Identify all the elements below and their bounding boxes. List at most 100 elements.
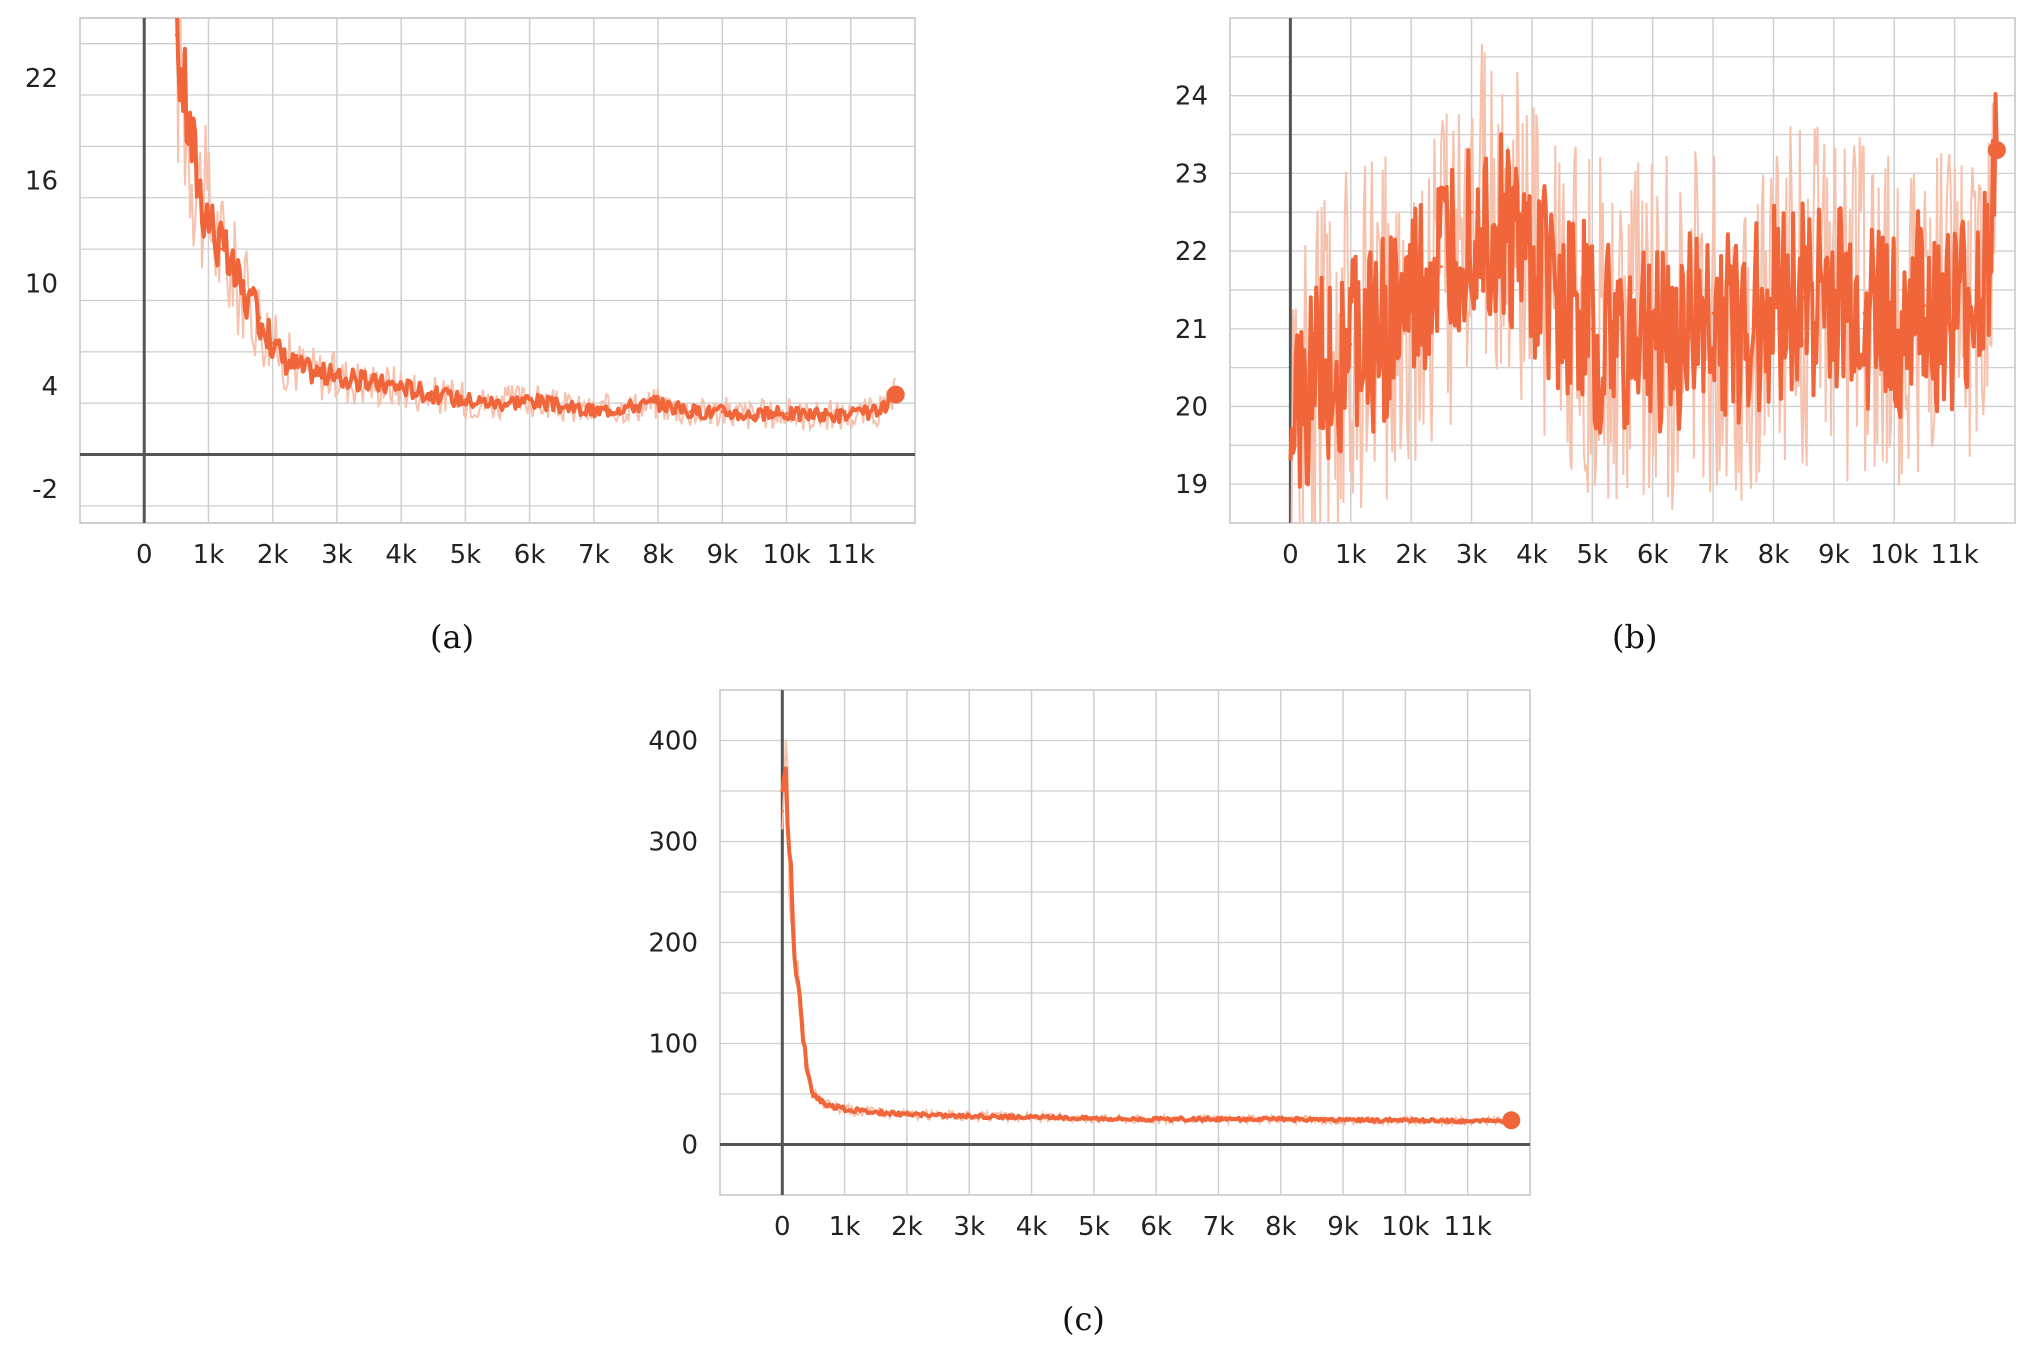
data-point-c-21 [1403,1118,1407,1122]
data-point-c-7 [811,1092,815,1096]
data-point-a-3 [194,162,198,166]
data-point-b-0 [1288,443,1292,447]
data-point-a-11 [271,341,275,345]
data-point-a-9 [245,298,249,302]
x-tick-label-b-9: 9k [1818,540,1850,570]
data-point-a-22 [592,410,596,414]
data-point-b-8 [1530,265,1534,269]
smoothed-series-a [175,18,898,424]
data-point-c-1 [783,769,787,773]
caption-c: (c) [1062,1300,1105,1338]
x-tick-label-a-11: 11k [827,540,875,570]
x-tick-label-a-0: 0 [136,540,153,570]
data-point-b-15 [1741,327,1745,331]
x-tick-label-b-8: 8k [1758,540,1790,570]
y-tick-label-b-3: 22 [1175,237,1208,267]
caption-a: (a) [430,618,475,656]
x-tick-label-c-11: 11k [1444,1212,1492,1242]
x-tick-label-b-1: 1k [1335,540,1367,570]
data-point-b-4 [1409,303,1413,307]
x-tick-label-a-2: 2k [257,540,289,570]
data-point-a-5 [206,213,210,217]
data-point-c-2 [787,840,791,843]
data-point-a-17 [431,393,435,397]
y-tick-label-b-0: 19 [1175,470,1208,500]
data-point-a-8 [232,273,236,277]
data-point-b-3 [1379,327,1383,331]
data-point-b-22 [1953,327,1957,331]
data-point-c-9 [824,1102,828,1106]
data-point-c-11 [843,1107,847,1111]
end-marker-a [886,385,905,404]
data-point-c-13 [905,1112,909,1116]
x-tick-label-c-7: 7k [1203,1212,1235,1242]
data-point-c-3 [790,890,794,894]
y-tick-label-c-4: 400 [648,727,698,757]
data-point-a-18 [463,398,467,402]
data-point-c-19 [1279,1117,1283,1121]
x-tick-label-a-5: 5k [450,540,482,570]
data-point-a-30 [849,413,853,417]
x-tick-label-c-10: 10k [1381,1212,1429,1242]
y-tick-label-a-0: -2 [32,475,58,505]
data-point-a-23 [624,405,628,409]
chart-c-svg: 0 1k 2k 3k 4k 5k 6k 7k 8k 9k 10k 11k 0 100 200 300 400 [648,689,1531,1242]
data-point-b-13 [1681,335,1685,339]
data-point-a-2 [187,127,191,131]
y-tick-label-a-1: 4 [41,372,58,402]
x-tick-label-b-4: 4k [1516,540,1548,570]
data-point-b-2 [1349,342,1353,346]
x-tick-label-b-3: 3k [1456,540,1488,570]
data-point-a-1 [181,76,185,80]
x-tick-label-c-2: 2k [891,1212,923,1242]
data-point-b-1 [1319,366,1323,370]
data-point-b-18 [1832,303,1836,307]
x-tick-label-a-7: 7k [578,540,610,570]
y-tick-label-b-4: 23 [1175,159,1208,189]
data-point-c-22 [1466,1119,1470,1123]
data-point-a-21 [560,405,564,409]
data-point-b-19 [1862,311,1866,315]
smoothed-series-b [1288,92,1999,489]
series-group-b [1288,43,1999,523]
data-point-c-5 [799,1011,803,1015]
end-marker-c [1502,1111,1521,1130]
data-point-a-20 [528,398,532,402]
data-point-a-14 [335,375,339,379]
x-tick-label-b-5: 5k [1577,540,1609,570]
y-tick-label-a-4: 22 [25,64,58,94]
x-tick-label-a-4: 4k [385,540,417,570]
data-point-b-21 [1922,303,1926,307]
data-point-a-15 [367,381,371,385]
data-point-b-17 [1802,296,1806,300]
data-point-a-29 [817,413,821,417]
x-tick-label-b-11: 11k [1931,540,1979,570]
x-tick-label-c-0: 0 [774,1212,791,1242]
data-point-c-10 [830,1104,834,1108]
data-point-a-4 [200,196,204,200]
x-tick-label-a-9: 9k [707,540,739,570]
chart-panel-b: 0 1k 2k 3k 4k 5k 6k 7k 8k 9k 10k 11k 19 20 21 22 23 24 [1130,0,2037,580]
data-point-c-0 [780,809,784,813]
x-tick-label-a-3: 3k [321,540,353,570]
plot-frame-a [79,17,916,524]
data-point-a-31 [881,408,885,412]
x-tick-label-b-2: 2k [1395,540,1427,570]
y-tick-label-a-3: 16 [25,167,58,197]
data-point-c-16 [1092,1116,1096,1120]
data-point-b-12 [1651,327,1655,331]
caption-b: (b) [1612,618,1658,656]
data-point-a-19 [496,401,499,405]
data-point-c-17 [1154,1117,1158,1121]
data-point-a-25 [688,410,692,414]
x-tick-label-c-4: 4k [1016,1212,1048,1242]
data-point-b-16 [1771,303,1775,307]
data-point-b-7 [1500,226,1504,230]
x-tick-label-a-1: 1k [193,540,225,570]
data-point-c-4 [793,951,797,955]
y-tick-label-a-2: 10 [25,269,58,299]
data-point-c-20 [1341,1118,1345,1122]
x-tick-label-a-6: 6k [514,540,546,570]
series-group-c [780,739,1513,1129]
data-point-b-23 [1983,288,1987,292]
